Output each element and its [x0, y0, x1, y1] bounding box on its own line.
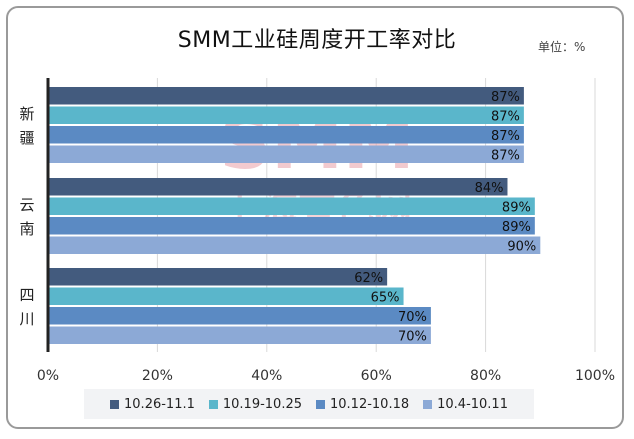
bar: [48, 145, 524, 163]
legend-swatch: [423, 399, 433, 409]
data-label: 87%: [491, 129, 520, 144]
category-label: 疆: [19, 129, 34, 147]
data-label: 87%: [491, 148, 520, 163]
data-label: 65%: [371, 290, 400, 305]
data-label: 70%: [398, 329, 427, 344]
bar: [48, 126, 524, 144]
legend-swatch: [208, 399, 218, 409]
legend-label: 10.12-10.18: [330, 396, 410, 412]
bar: [48, 268, 388, 286]
x-tick-label: 80%: [470, 368, 501, 384]
bar: [48, 307, 431, 325]
data-label: 62%: [354, 271, 383, 286]
data-label: 84%: [475, 181, 504, 196]
category-label: 南: [19, 220, 34, 238]
chart-legend: 10.26-11.1 10.19-10.25 10.12-10.18 10.4-10.…: [84, 389, 534, 419]
bar: [48, 217, 535, 235]
legend-label: 10.19-10.25: [222, 396, 302, 412]
category-label: 四: [19, 286, 34, 304]
chart-title: SMM工业硅周度开工率对比: [177, 28, 457, 53]
bar: [48, 287, 404, 305]
bar: [48, 106, 524, 124]
bar: [48, 197, 535, 215]
data-label: 90%: [507, 239, 536, 254]
legend-item: 10.4-10.11: [423, 397, 508, 412]
legend-label: 10.4-10.11: [437, 396, 508, 412]
x-tick-label: 100%: [575, 368, 615, 384]
x-tick-label: 20%: [142, 368, 173, 384]
legend-swatch: [316, 399, 325, 409]
data-label: 70%: [398, 310, 427, 325]
data-label: 89%: [502, 200, 531, 215]
category-label: 川: [19, 310, 34, 328]
bar: [48, 87, 524, 105]
legend-item: 10.26-11.1: [110, 397, 195, 412]
unit-label: 单位：%: [538, 40, 586, 54]
legend-swatch: [110, 399, 120, 409]
x-tick-label: 0%: [37, 368, 59, 384]
bar: [48, 178, 508, 196]
category-label: 云: [19, 196, 34, 214]
x-tick-label: 60%: [361, 368, 392, 384]
x-tick-label: 40%: [251, 368, 282, 384]
bar: [48, 236, 541, 254]
category-label: 新: [19, 105, 34, 123]
legend-item: 10.19-10.25: [208, 396, 302, 412]
data-label: 89%: [502, 220, 531, 235]
data-label: 87%: [491, 90, 520, 105]
bar: [48, 326, 431, 344]
legend-label: 10.26-11.1: [124, 396, 195, 412]
data-label: 87%: [491, 109, 520, 124]
legend-item: 10.12-10.18: [316, 397, 409, 412]
